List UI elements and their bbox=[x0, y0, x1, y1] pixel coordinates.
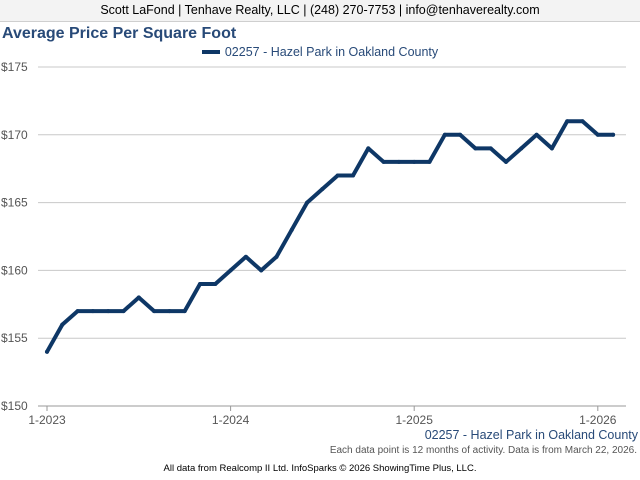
data-point[interactable] bbox=[427, 159, 432, 164]
x-tick-label: 1-2024 bbox=[212, 413, 250, 427]
data-point[interactable] bbox=[213, 281, 218, 286]
grid-lines bbox=[38, 66, 626, 407]
data-point[interactable] bbox=[611, 132, 616, 137]
footer-credit: All data from Realcomp II Ltd. InfoSpark… bbox=[163, 463, 477, 474]
data-point[interactable] bbox=[243, 254, 248, 259]
data-point[interactable] bbox=[90, 309, 95, 314]
y-tick-label: $160 bbox=[1, 263, 28, 277]
data-point[interactable] bbox=[182, 309, 187, 314]
data-point[interactable] bbox=[366, 146, 371, 151]
data-point[interactable] bbox=[167, 309, 172, 314]
series-layer bbox=[45, 119, 616, 354]
data-point[interactable] bbox=[60, 322, 65, 327]
data-point[interactable] bbox=[45, 349, 49, 354]
data-point[interactable] bbox=[488, 146, 493, 151]
x-tick-label: 1-2025 bbox=[396, 413, 434, 427]
data-point[interactable] bbox=[121, 309, 126, 314]
x-axis: 1-2023 1-2024 1-2025 1-2026 bbox=[28, 406, 617, 427]
legend-swatch bbox=[201, 49, 220, 54]
data-point[interactable] bbox=[519, 146, 524, 151]
data-point[interactable] bbox=[381, 159, 386, 164]
data-point[interactable] bbox=[595, 132, 600, 137]
data-point[interactable] bbox=[442, 132, 447, 137]
data-point[interactable] bbox=[198, 281, 202, 286]
data-point[interactable] bbox=[274, 254, 279, 259]
data-point[interactable] bbox=[106, 309, 111, 314]
contact-banner: Scott LaFond | Tenhave Realty, LLC | (24… bbox=[0, 0, 640, 22]
data-point[interactable] bbox=[580, 119, 585, 124]
data-point[interactable] bbox=[136, 295, 141, 300]
data-point[interactable] bbox=[152, 309, 157, 314]
data-point[interactable] bbox=[504, 159, 508, 164]
data-point[interactable] bbox=[320, 187, 325, 192]
series-line[interactable] bbox=[45, 119, 616, 354]
y-tick-label: $175 bbox=[1, 60, 28, 74]
data-point[interactable] bbox=[228, 268, 233, 273]
footer-series-label: 02257 - Hazel Park in Oakland County bbox=[424, 428, 638, 442]
data-point[interactable] bbox=[75, 309, 80, 314]
legend-label: 02257 - Hazel Park in Oakland County bbox=[224, 45, 439, 59]
data-point[interactable] bbox=[458, 132, 463, 137]
data-point[interactable] bbox=[549, 146, 554, 151]
data-point[interactable] bbox=[473, 146, 478, 151]
y-axis-labels: $150 $155 $160 $165 $170 $175 bbox=[1, 60, 28, 413]
y-tick-label: $150 bbox=[1, 399, 28, 413]
data-point[interactable] bbox=[412, 159, 417, 164]
data-point[interactable] bbox=[259, 268, 264, 273]
footer-note: Each data point is 12 months of activity… bbox=[329, 445, 637, 456]
data-point[interactable] bbox=[305, 200, 310, 205]
data-point[interactable] bbox=[565, 119, 570, 124]
data-point[interactable] bbox=[351, 173, 355, 178]
data-point[interactable] bbox=[335, 173, 340, 178]
data-point[interactable] bbox=[289, 227, 294, 232]
x-tick-label: 1-2026 bbox=[579, 413, 617, 427]
data-point[interactable] bbox=[396, 159, 401, 164]
chart-legend[interactable]: 02257 - Hazel Park in Oakland County bbox=[0, 45, 640, 59]
data-point[interactable] bbox=[534, 132, 539, 137]
y-tick-label: $155 bbox=[1, 331, 28, 345]
y-tick-label: $170 bbox=[1, 128, 28, 142]
y-tick-label: $165 bbox=[1, 196, 28, 210]
chart-title: Average Price Per Square Foot bbox=[2, 25, 237, 42]
x-tick-label: 1-2023 bbox=[28, 413, 66, 427]
